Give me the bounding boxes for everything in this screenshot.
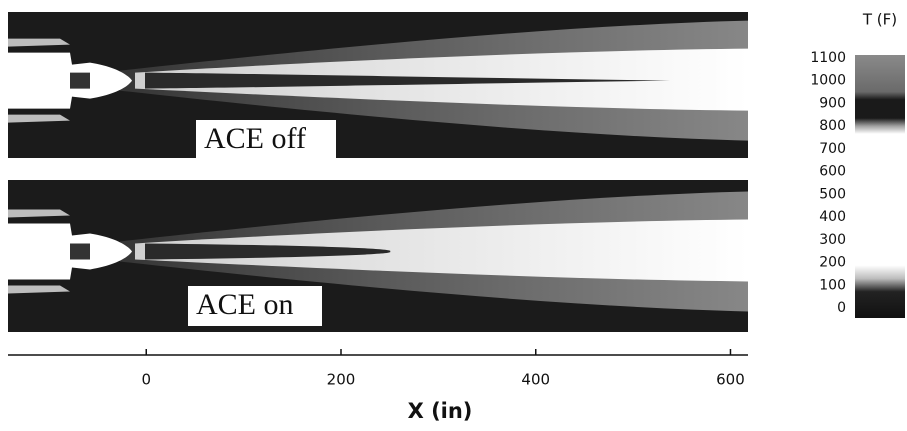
x-tick-label: 0: [141, 371, 151, 389]
colorbar-tick-label: 500: [819, 186, 846, 202]
colorbar-tick-label: 900: [819, 95, 846, 111]
colorbar-tick-label: 300: [819, 232, 846, 248]
x-tick-label: 200: [327, 371, 356, 389]
colorbar-tick-label: 400: [819, 209, 846, 225]
jet-core: [145, 243, 391, 260]
nozzle-lower: [8, 114, 70, 123]
colorbar-tick-label: 1000: [810, 73, 846, 89]
annotation-box: [196, 120, 336, 160]
x-tick-label: 600: [716, 371, 745, 389]
x-axis-label: X (in): [408, 399, 473, 423]
annotation-box: [188, 286, 322, 326]
plume: [135, 219, 748, 282]
colorbar-tick-label: 100: [819, 277, 846, 293]
nozzle-lower: [8, 285, 70, 294]
colorbar-tick-label: 600: [819, 164, 846, 180]
colorbar-tick-label: 700: [819, 141, 846, 157]
colorbar-tick-label: 1100: [810, 50, 846, 66]
colorbar-tick-label: 800: [819, 118, 846, 134]
annotation: ACE off: [204, 122, 306, 155]
nozzle-notch: [70, 72, 90, 89]
x-tick-label: 400: [521, 371, 550, 389]
contour-panel: ACE off: [8, 12, 748, 160]
colorbar-tick-label: 200: [819, 255, 846, 271]
colorbar-title: T (F): [862, 11, 897, 29]
nozzle-upper: [8, 209, 70, 218]
contour-panel: ACE on: [8, 180, 748, 332]
jet-core: [145, 72, 670, 89]
annotation: ACE on: [196, 288, 294, 321]
colorbar-tick-label: 0: [837, 300, 846, 316]
colorbar: [855, 55, 905, 318]
nozzle-notch: [70, 243, 90, 260]
nozzle-upper: [8, 38, 70, 47]
